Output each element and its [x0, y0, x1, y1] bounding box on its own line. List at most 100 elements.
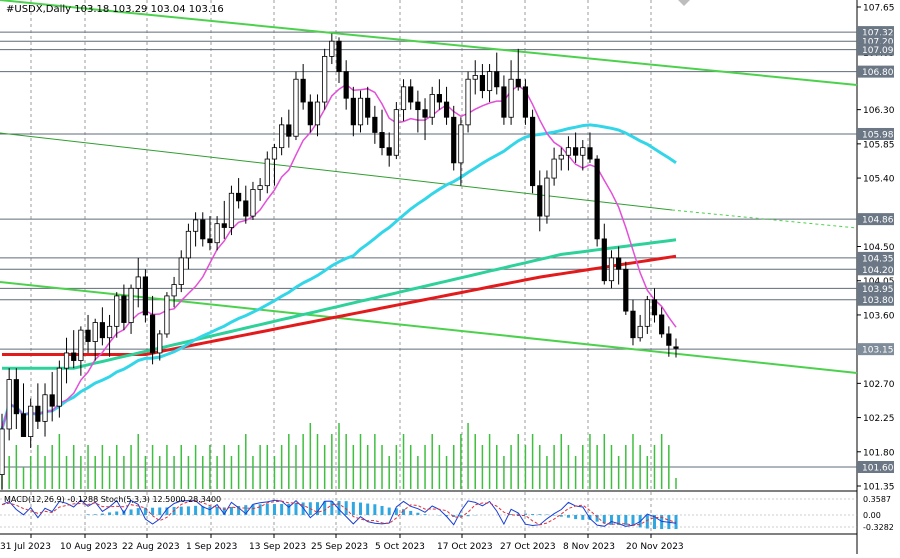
candle-body [0, 428, 5, 475]
candle-body [279, 124, 285, 149]
candle-body [393, 109, 399, 156]
candle-body [207, 238, 213, 244]
price-tick-label: 104.50 [863, 243, 895, 253]
candle-body [13, 379, 19, 415]
price-tick-label: 101.80 [863, 448, 895, 458]
price-tag-label: 104.35 [862, 254, 894, 264]
candle-body [573, 147, 579, 156]
candle-body [501, 86, 507, 118]
candle-body [529, 116, 536, 187]
candle-body [551, 158, 557, 179]
candle-body [343, 71, 349, 99]
price-tag-label: 101.60 [862, 463, 894, 473]
ma-long-red [2, 254, 677, 356]
candle-body [365, 97, 371, 118]
candle-body [42, 394, 48, 422]
candle-body [565, 147, 572, 156]
price-tag [857, 43, 894, 56]
price-tick-label: 107.65 [863, 4, 895, 14]
candle-body [264, 158, 270, 187]
candle-body [293, 78, 299, 137]
stoch-signal-line [1, 500, 677, 526]
scroll-arrow-icon[interactable] [678, 0, 690, 6]
candle-body [221, 223, 227, 228]
price-tag [857, 65, 894, 78]
candle-body [659, 314, 665, 335]
candle-body [472, 75, 478, 80]
candle-body [78, 329, 84, 361]
time-tick-label: 10 Aug 2023 [60, 542, 118, 552]
candle-body [386, 147, 392, 156]
candle-body [6, 379, 12, 430]
candle-body [142, 276, 149, 316]
time-tick-label: 8 Nov 2023 [563, 542, 615, 552]
candle-body [307, 101, 313, 126]
time-tick-label: 13 Sep 2023 [249, 542, 306, 552]
candle-body [192, 219, 199, 232]
candle-body [436, 94, 442, 103]
candle-body [400, 86, 407, 111]
candle-body [200, 219, 206, 240]
ma-long-green [2, 238, 677, 370]
candle-body [465, 78, 471, 126]
price-tag [857, 460, 894, 473]
channel-middle [0, 132, 673, 211]
candle-body [171, 284, 177, 297]
price-tag [857, 263, 894, 276]
price-tick-label: 105.85 [863, 140, 895, 150]
price-tag [857, 213, 894, 226]
price-tick-label: 105.40 [863, 175, 895, 185]
time-tick-label: 17 Oct 2023 [437, 542, 493, 552]
candle-body [178, 257, 184, 285]
candle-body [114, 295, 120, 327]
candle-body [601, 238, 607, 282]
candle-body [28, 405, 34, 437]
time-tick-label: 20 Nov 2023 [626, 542, 684, 552]
price-tick-label: 102.25 [863, 414, 895, 424]
price-tag-label: 107.32 [862, 29, 894, 39]
candle-body [99, 322, 105, 339]
candle-body [508, 78, 514, 118]
time-tick-label: 31 Jul 2023 [0, 542, 51, 552]
price-tag-label: 103.15 [862, 346, 894, 356]
candlestick-series [0, 33, 679, 490]
candle-body [415, 101, 421, 111]
price-tag [857, 293, 894, 306]
candle-body [286, 124, 292, 137]
time-tick-label: 5 Oct 2023 [375, 542, 425, 552]
candle-body [408, 86, 414, 103]
time-axis: 31 Jul 2023 10 Aug 2023 22 Aug 2023 1 Sep 2… [0, 534, 684, 552]
candle-body [185, 230, 192, 259]
price-tag-label: 106.80 [862, 68, 894, 78]
candle-body [63, 352, 70, 369]
candle-body [616, 257, 622, 270]
candle-body [350, 97, 356, 126]
oscillator-tick-label: 0.3587 [863, 495, 891, 504]
price-tag-label: 105.98 [862, 130, 894, 140]
candle-body [372, 116, 378, 133]
candle-body [580, 147, 586, 156]
oscillator-panel: 0.3587 0.00 -0.3282 [0, 495, 894, 532]
candle-body [250, 189, 256, 217]
price-tag [857, 282, 894, 295]
ma-medium-cyan [0, 123, 677, 430]
candle-body [357, 97, 364, 126]
candle-body [666, 333, 672, 346]
candle-body [35, 405, 41, 422]
candle-body [522, 86, 529, 118]
price-tick-label: 104.05 [863, 277, 895, 287]
candle-body [422, 109, 428, 118]
candle-body [228, 192, 235, 228]
candle-body [121, 295, 127, 323]
price-tag [857, 127, 894, 140]
candle-body [443, 101, 450, 118]
candle-body [644, 299, 650, 327]
candle-body [451, 116, 457, 164]
grid-lines [0, 0, 858, 554]
candle-body [300, 78, 306, 103]
oscillator-tick-label: -0.3282 [863, 523, 894, 532]
candle-body [429, 94, 435, 118]
moving-averages [0, 83, 677, 430]
